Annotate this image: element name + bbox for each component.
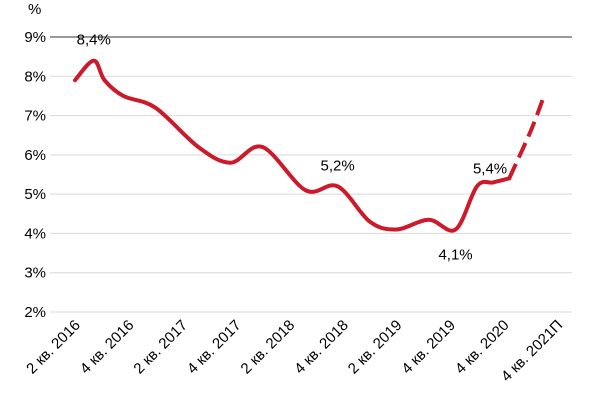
x-tick-label: 4 кв. 2019 (398, 317, 459, 378)
x-tick-label: 4 кв. 2016 (77, 317, 138, 378)
x-tick-label: 2 кв. 2017 (130, 317, 191, 378)
y-unit-label: % (28, 1, 41, 18)
y-tick-label: 2% (24, 304, 46, 321)
y-tick-label: 6% (24, 147, 46, 164)
y-tick-label: 3% (24, 265, 46, 282)
data-label: 5,2% (321, 157, 355, 174)
data-label: 4,1% (438, 247, 472, 264)
series-line-forecast (507, 95, 546, 180)
data-label: 5,4% (473, 160, 507, 177)
gridlines (50, 36, 572, 313)
data-labels: 8,4% 5,2% 4,1% 5,4% (77, 32, 508, 264)
x-tick-label: 2 кв. 2018 (238, 317, 299, 378)
y-tick-label: 4% (24, 225, 46, 242)
y-tick-label: 7% (24, 108, 46, 125)
y-tick-label: 9% (24, 29, 46, 46)
x-tick-label: 2 кв. 2016 (23, 317, 84, 378)
series-line-actual (73, 58, 512, 233)
y-axis-ticks: 2% 3% 4% 5% 6% 7% 8% 9% (24, 29, 46, 321)
data-label: 8,4% (77, 32, 111, 49)
y-tick-label: 8% (24, 68, 46, 85)
x-tick-label: 4 кв. 2018 (291, 317, 352, 378)
x-tick-label: 2 кв. 2019 (345, 317, 406, 378)
x-tick-label: 4 кв. 2017 (184, 317, 245, 378)
series-lines (73, 58, 546, 233)
y-tick-label: 5% (24, 186, 46, 203)
